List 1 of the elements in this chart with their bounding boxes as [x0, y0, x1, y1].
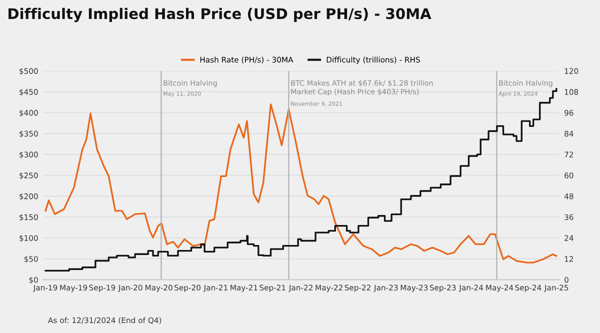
chart-title: Difficulty Implied Hash Price (USD per PH/s) - 30MA [8, 8, 432, 22]
